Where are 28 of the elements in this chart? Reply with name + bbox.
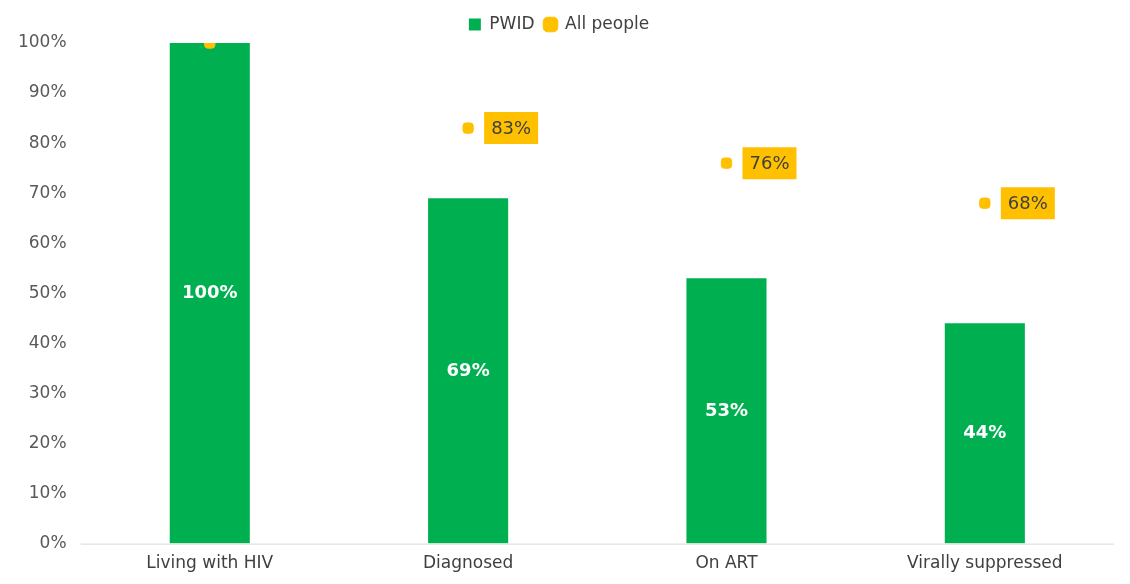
y-tick-label: 50% — [28, 281, 67, 302]
data-label: 53% — [704, 398, 749, 420]
bar — [428, 198, 509, 544]
bar — [686, 278, 767, 544]
y-tick-label: 90% — [28, 81, 67, 102]
data-label: 100% — [181, 280, 238, 302]
y-tick-label: 60% — [28, 231, 67, 252]
y-tick-label: 10% — [28, 481, 67, 502]
data-label: 68% — [1007, 191, 1048, 213]
bar — [169, 43, 250, 544]
y-tick-label: 0% — [39, 532, 67, 553]
legend-label: PWID — [489, 12, 535, 33]
y-tick-label: 40% — [28, 331, 67, 352]
data-label: 83% — [491, 116, 532, 138]
data-label: 44% — [963, 421, 1007, 443]
x-tick-label: Diagnosed — [422, 552, 514, 573]
bar — [944, 323, 1025, 544]
legend-label: All people — [565, 12, 650, 33]
data-label: 76% — [749, 151, 790, 173]
y-tick-label: 30% — [28, 381, 67, 402]
x-tick-label: Living with HIV — [146, 552, 274, 573]
x-tick-label: On ART — [695, 552, 759, 573]
y-tick-label: 80% — [28, 131, 67, 152]
y-tick-label: 70% — [28, 181, 67, 202]
y-tick-label: 20% — [28, 431, 67, 452]
y-tick-label: 100% — [17, 31, 67, 52]
data-label: 69% — [446, 358, 490, 380]
x-tick-label: Virally suppressed — [907, 552, 1063, 573]
